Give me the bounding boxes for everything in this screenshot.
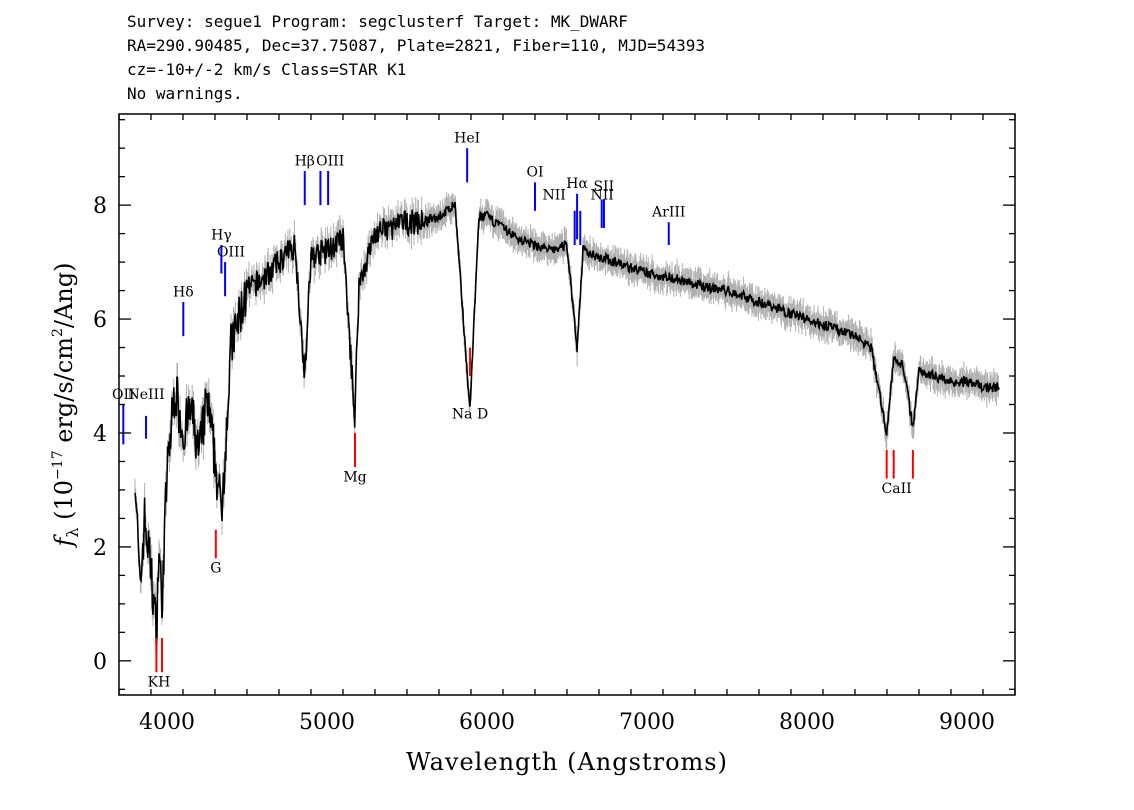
spectral-line-label: Hα [566,176,588,192]
x-tick-label: 8000 [779,710,835,735]
x-tick-label: 6000 [459,710,515,735]
y-tick-label: 2 [93,536,107,561]
spectral-line-label: HeI [454,130,480,146]
spectral-line-label: OI [526,165,543,181]
flux-series-layer [134,201,1000,658]
y-tick-label: 0 [93,650,107,675]
x-tick-label: 5000 [299,710,355,735]
x-tick-label: 9000 [939,710,995,735]
spectral-line-label: KH [148,674,171,690]
x-tick-label: 7000 [619,710,675,735]
spectral-line-label: SII [593,179,614,195]
header-survey-line: Survey: segue1 Program: segclusterf Targ… [127,12,628,31]
spectral-line-label: NII [543,187,566,203]
spectrum-header: Survey: segue1 Program: segclusterf Targ… [127,10,705,106]
spectral-line-label: OIII [316,153,344,169]
spectral-line-label: ArIII [651,205,685,221]
spectral-line-label: G [210,561,221,577]
spectral-line-label: OII [112,387,135,403]
y-tick-label: 8 [93,194,107,219]
error-band [134,192,999,672]
spectral-line-label: Hγ [211,227,232,243]
y-tick-label: 4 [93,422,107,447]
axis-tick-labels: 4000 5000 6000 7000 8000 9000 0 2 4 6 8 [93,194,995,735]
y-axis-label: fλ (10−17 erg/s/cm2/Ang) [50,263,82,549]
flux-line [134,201,1000,658]
y-tick-label: 6 [93,308,107,333]
x-tick-label: 4000 [139,710,195,735]
spectral-line-label: NII [591,187,614,203]
spectral-line-label: CaII [882,481,912,497]
spectral-line-label: NeIII [127,387,164,403]
spectral-line-label: Hβ [295,153,315,169]
spectral-line-markers [122,148,914,673]
spectral-line-label: OIII [217,244,245,260]
axis-ticks [118,114,1016,695]
header-redshift-class-line: cz=-10+/-2 km/s Class=STAR K1 [127,60,407,79]
spectral-line-label: Mg [343,469,366,485]
spectral-line-label: Na D [452,407,488,423]
error-band-layer [134,192,999,672]
header-warnings-line: No warnings. [127,84,243,103]
header-coordinates-line: RA=290.90485, Dec=37.75087, Plate=2821, … [127,36,705,55]
spectral-line-label: Hδ [173,284,194,300]
x-axis-label: Wavelength (Angstroms) [406,748,728,776]
